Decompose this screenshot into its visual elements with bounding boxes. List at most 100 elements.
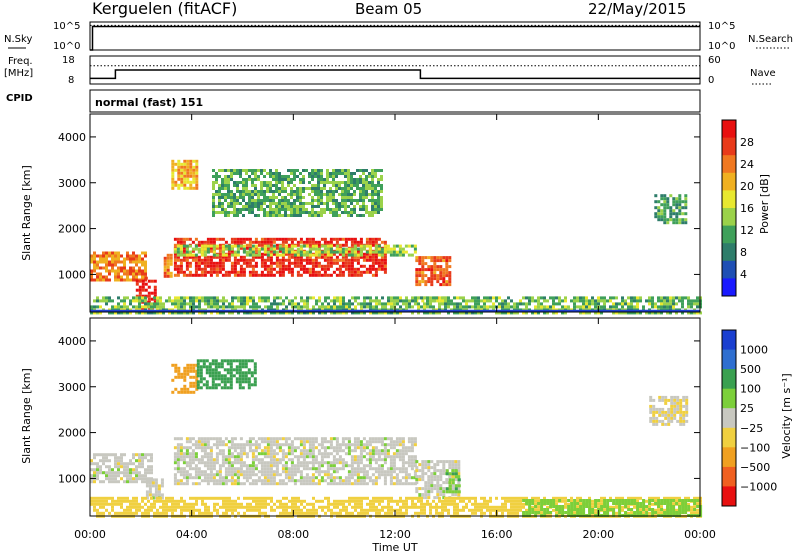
- power-cell: [555, 311, 558, 315]
- power-cell: [666, 299, 669, 303]
- power-cell: [272, 208, 275, 211]
- power-cell: [308, 253, 312, 257]
- power-cell: [621, 311, 624, 315]
- power-cell: [278, 237, 282, 241]
- power-cell: [669, 218, 673, 222]
- velocity-cell: [380, 458, 384, 462]
- power-cell: [350, 196, 353, 199]
- power-cell: [300, 296, 303, 300]
- power-cell: [243, 305, 246, 309]
- power-cell: [203, 267, 207, 271]
- power-cell: [404, 250, 408, 254]
- velocity-cell: [254, 467, 258, 471]
- power-cell: [102, 257, 105, 261]
- power-cell: [377, 169, 380, 172]
- velocity-cell: [201, 496, 204, 500]
- power-colorbar-segment: [722, 172, 736, 191]
- velocity-cell: [255, 508, 258, 512]
- power-cell: [299, 240, 303, 244]
- power-cell: [173, 258, 177, 262]
- power-cell: [380, 261, 384, 265]
- power-colorbar-tick: 8: [740, 246, 747, 259]
- power-cell: [279, 311, 282, 315]
- freq-label-line2: [MHz]: [4, 68, 33, 79]
- velocity-cell: [159, 505, 162, 509]
- power-cell: [687, 302, 690, 306]
- velocity-cell: [123, 480, 126, 484]
- power-cell: [191, 258, 195, 262]
- velocity-cell: [154, 478, 158, 482]
- velocity-cell: [332, 458, 336, 462]
- nsky-tick-top: 10^5: [53, 21, 80, 32]
- power-cell: [660, 209, 664, 213]
- velocity-cell: [221, 476, 225, 480]
- power-cell: [448, 256, 452, 260]
- power-cell: [263, 252, 267, 256]
- power-cell: [378, 302, 381, 306]
- power-cell: [135, 305, 138, 309]
- power-cell: [501, 311, 504, 315]
- velocity-cell: [365, 473, 369, 477]
- velocity-cell: [342, 502, 345, 506]
- power-cell: [218, 187, 221, 190]
- velocity-cell: [305, 473, 309, 477]
- velocity-cell: [359, 443, 363, 447]
- velocity-cell: [282, 502, 285, 506]
- power-cell: [99, 305, 102, 309]
- power-cell: [666, 311, 669, 315]
- velocity-cell: [154, 493, 158, 497]
- power-cell: [227, 247, 231, 251]
- power-cell: [197, 264, 201, 268]
- power-cell: [657, 200, 661, 204]
- power-cell: [135, 257, 138, 261]
- velocity-cell: [233, 470, 237, 474]
- power-cell: [377, 184, 380, 187]
- velocity-cell: [410, 437, 414, 441]
- power-cell: [573, 302, 576, 306]
- power-cell: [269, 205, 272, 208]
- power-cell: [318, 299, 321, 303]
- velocity-cell: [418, 475, 422, 479]
- velocity-cell: [285, 502, 288, 506]
- velocity-cell: [244, 374, 248, 378]
- velocity-cell: [296, 455, 300, 459]
- velocity-cell: [221, 458, 225, 462]
- velocity-cell: [323, 452, 327, 456]
- power-cell: [185, 253, 189, 257]
- velocity-cell: [135, 477, 138, 481]
- velocity-cell: [296, 461, 300, 465]
- power-cell: [224, 240, 228, 244]
- power-cell: [266, 267, 270, 271]
- power-cell: [224, 175, 227, 178]
- velocity-cell: [90, 474, 93, 478]
- velocity-cell: [215, 443, 219, 447]
- power-cell: [182, 244, 186, 248]
- power-cell: [264, 299, 267, 303]
- power-cell: [296, 253, 300, 257]
- power-cell: [114, 278, 117, 282]
- velocity-cell: [162, 508, 165, 512]
- power-cell: [273, 296, 276, 300]
- velocity-cell: [207, 496, 210, 500]
- velocity-cell: [185, 482, 189, 486]
- velocity-cell: [278, 446, 282, 450]
- velocity-cell: [218, 452, 222, 456]
- velocity-cell: [410, 476, 414, 480]
- power-cell: [102, 278, 105, 282]
- velocity-cell: [380, 437, 384, 441]
- power-cell: [344, 255, 348, 259]
- power-cell: [320, 178, 323, 181]
- velocity-cell: [209, 479, 213, 483]
- velocity-cell: [234, 505, 237, 509]
- velocity-cell: [339, 511, 342, 515]
- nave-tick-bottom: 0: [708, 75, 714, 86]
- power-cell: [108, 254, 111, 258]
- power-cell: [359, 237, 363, 241]
- power-cell: [195, 180, 199, 184]
- power-cell: [96, 260, 99, 264]
- power-cell: [433, 277, 437, 281]
- power-cell: [138, 299, 141, 303]
- velocity-cell: [329, 476, 333, 480]
- velocity-cell: [111, 505, 114, 509]
- power-cell: [389, 250, 393, 254]
